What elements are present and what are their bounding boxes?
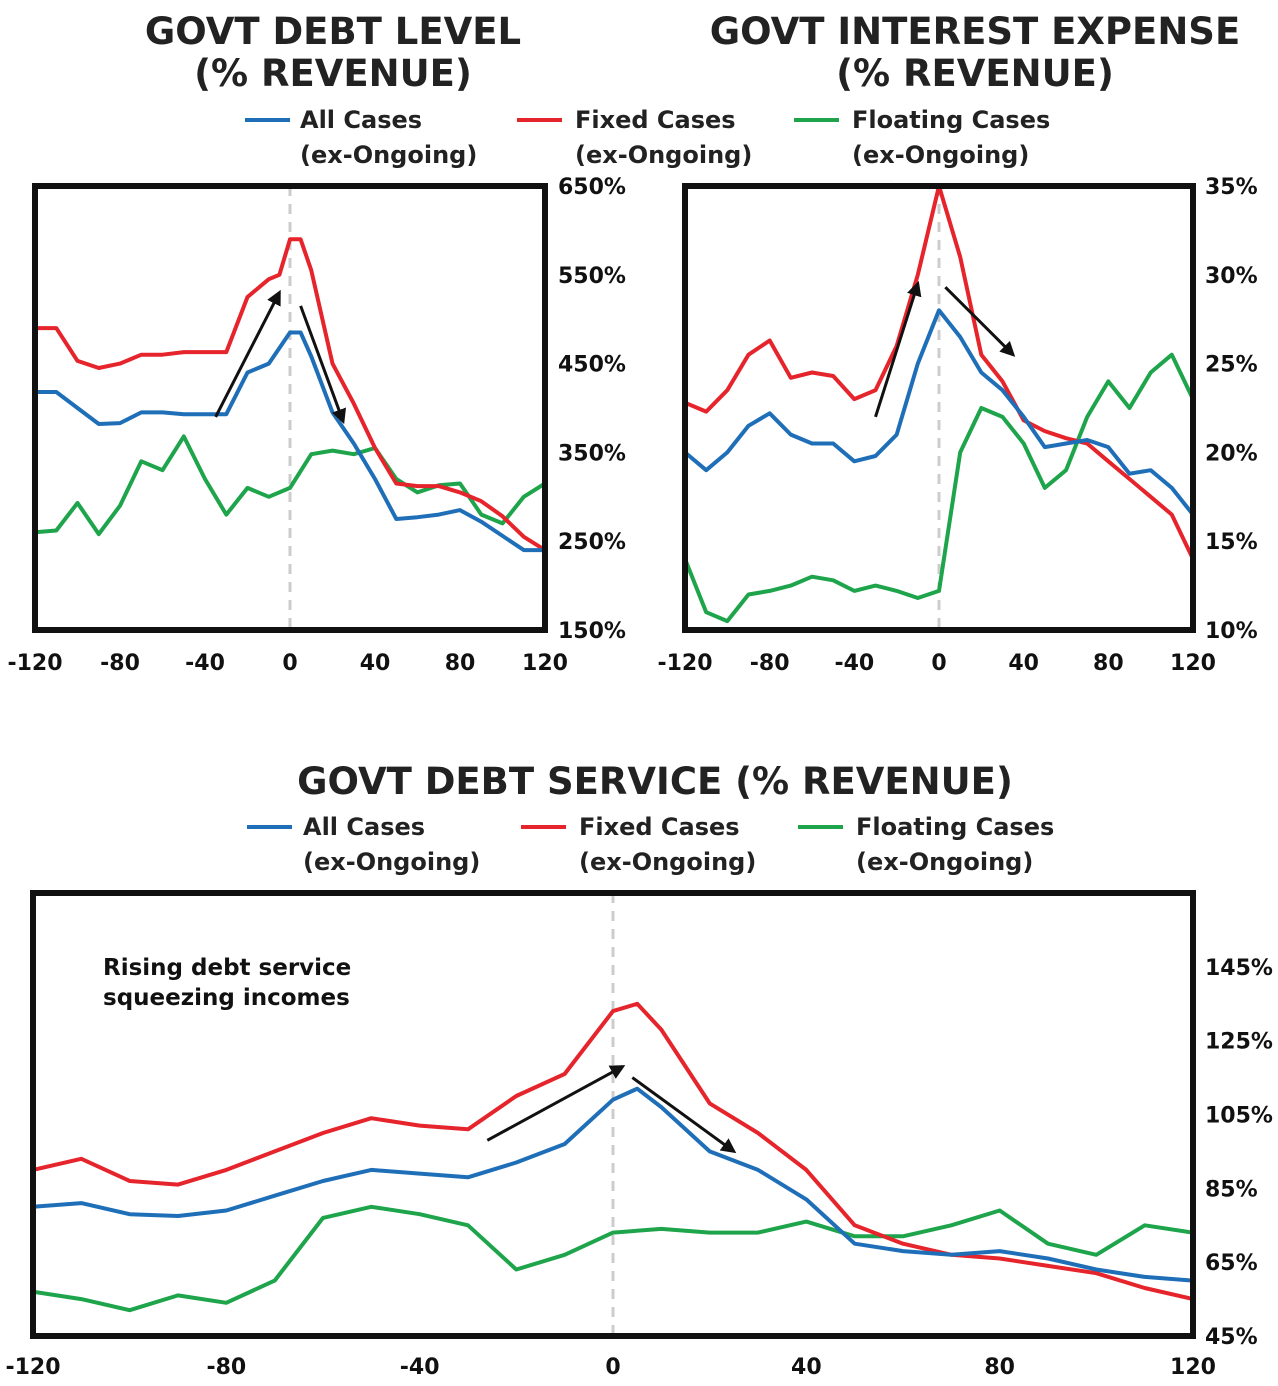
trend-arrow bbox=[874, 280, 922, 418]
x-tick-label: -40 bbox=[185, 651, 225, 676]
x-tick-label: 0 bbox=[605, 1355, 620, 1380]
x-tick-label: -40 bbox=[400, 1355, 440, 1380]
x-tick-label: 0 bbox=[282, 651, 297, 676]
trend-arrow bbox=[299, 305, 347, 425]
x-tick-label: 120 bbox=[1170, 651, 1216, 676]
y-tick-label: 350% bbox=[558, 441, 626, 466]
x-tick-label: -40 bbox=[834, 651, 874, 676]
x-tick-label: 0 bbox=[931, 651, 946, 676]
legend-entry: (ex-Ongoing) bbox=[575, 141, 752, 169]
trend-arrow bbox=[944, 286, 1016, 357]
chart-panel-2: GOVT INTEREST EXPENSE(% REVENUE) -120 -80 -… bbox=[657, 10, 1257, 676]
x-tick-label: 40 bbox=[1008, 651, 1039, 676]
series-line-floating bbox=[33, 1204, 1193, 1313]
series-line-fixed bbox=[35, 237, 545, 552]
plot-frame bbox=[32, 183, 548, 633]
x-tick-label: 80 bbox=[1093, 651, 1124, 676]
chart-panel-3: GOVT DEBT SERVICE (% REVENUE) All Cases (e… bbox=[5, 760, 1273, 1380]
series-line-fixed bbox=[33, 1001, 1193, 1302]
legend-entry: Floating Cases bbox=[852, 106, 1050, 134]
y-tick-label: 105% bbox=[1205, 1104, 1273, 1129]
trend-arrow bbox=[631, 1076, 737, 1154]
legend-entry: All Cases bbox=[303, 813, 425, 841]
series-line-fixed bbox=[685, 186, 1193, 560]
legend-entry: (ex-Ongoing) bbox=[579, 848, 756, 876]
x-tick-label: -120 bbox=[7, 651, 62, 676]
chart-title-line: (% REVENUE) bbox=[836, 52, 1114, 95]
series-line-all bbox=[35, 330, 545, 553]
x-tick-label: 120 bbox=[522, 651, 568, 676]
x-tick-label: 80 bbox=[984, 1355, 1015, 1380]
y-tick-label: 35% bbox=[1205, 175, 1258, 200]
legend-entry: (ex-Ongoing) bbox=[303, 848, 480, 876]
annotation-text: Rising debt service bbox=[103, 955, 351, 981]
x-tick-label: 120 bbox=[1170, 1355, 1216, 1380]
legend-entry: All Cases bbox=[300, 106, 422, 134]
trend-arrow bbox=[214, 289, 281, 418]
chart-title: GOVT DEBT SERVICE (% REVENUE) bbox=[297, 760, 1013, 803]
x-tick-label: 40 bbox=[791, 1355, 822, 1380]
x-tick-label: -80 bbox=[206, 1355, 246, 1380]
legend-entry: Fixed Cases bbox=[579, 813, 740, 841]
legend-entry: (ex-Ongoing) bbox=[300, 141, 477, 169]
y-tick-label: 650% bbox=[558, 175, 626, 200]
chart-panel-1: GOVT DEBT LEVEL(% REVENUE) All Cases (ex-O… bbox=[7, 10, 1050, 676]
y-tick-label: 15% bbox=[1205, 530, 1258, 555]
y-tick-label: 125% bbox=[1205, 1030, 1273, 1055]
x-tick-label: 40 bbox=[360, 651, 391, 676]
legend-entry: (ex-Ongoing) bbox=[852, 141, 1029, 169]
y-tick-label: 20% bbox=[1205, 441, 1258, 466]
series-line-all bbox=[685, 308, 1193, 516]
plot-frame bbox=[682, 183, 1196, 633]
series-line-floating bbox=[35, 434, 545, 537]
y-tick-label: 250% bbox=[558, 530, 626, 555]
y-tick-label: 65% bbox=[1205, 1251, 1258, 1276]
x-tick-label: -80 bbox=[750, 651, 790, 676]
y-tick-label: 145% bbox=[1205, 956, 1273, 981]
chart-title-line: GOVT DEBT LEVEL bbox=[145, 10, 521, 53]
annotation-text: squeezing incomes bbox=[103, 985, 350, 1011]
y-tick-label: 25% bbox=[1205, 353, 1258, 378]
legend-entry: Floating Cases bbox=[856, 813, 1054, 841]
chart-title-line: GOVT INTEREST EXPENSE bbox=[710, 10, 1240, 53]
series-line-all bbox=[33, 1086, 1193, 1283]
legend-entry: Fixed Cases bbox=[575, 106, 736, 134]
x-tick-label: -120 bbox=[657, 651, 712, 676]
legend-entry: (ex-Ongoing) bbox=[856, 848, 1033, 876]
y-tick-label: 45% bbox=[1205, 1325, 1258, 1350]
y-tick-label: 150% bbox=[558, 619, 626, 644]
series-line-floating bbox=[685, 352, 1193, 624]
y-tick-label: 10% bbox=[1205, 619, 1258, 644]
x-tick-label: -120 bbox=[5, 1355, 60, 1380]
x-tick-label: -80 bbox=[100, 651, 140, 676]
y-tick-label: 30% bbox=[1205, 264, 1258, 289]
plot-frame bbox=[30, 890, 1196, 1339]
trend-arrow bbox=[486, 1065, 626, 1142]
chart-title-line: (% REVENUE) bbox=[194, 52, 472, 95]
y-tick-label: 450% bbox=[558, 353, 626, 378]
x-tick-label: 80 bbox=[445, 651, 476, 676]
y-tick-label: 550% bbox=[558, 264, 626, 289]
y-tick-label: 85% bbox=[1205, 1177, 1258, 1202]
